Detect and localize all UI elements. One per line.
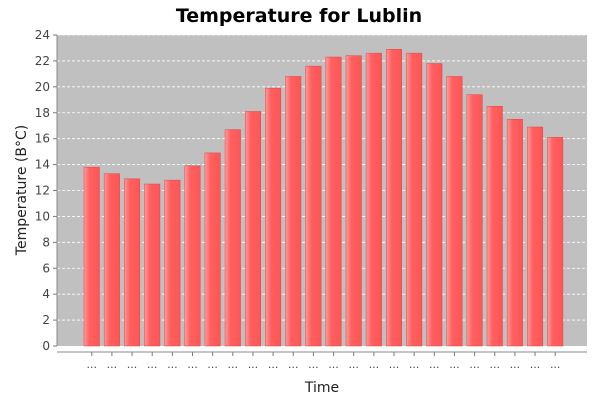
chart-title: Temperature for Lublin — [176, 5, 422, 27]
x-tick-label: ... — [469, 358, 480, 371]
x-tick-label: ... — [369, 358, 380, 371]
x-tick-label: ... — [409, 358, 420, 371]
bar — [426, 63, 443, 347]
bar — [486, 106, 503, 347]
y-axis-label: Temperature (B°C) — [14, 125, 30, 256]
x-tick-label: ... — [449, 358, 460, 371]
y-tick-label: 4 — [42, 287, 50, 301]
y-tick-label: 2 — [42, 313, 50, 327]
bar — [325, 56, 342, 347]
x-tick-label: ... — [490, 358, 501, 371]
x-axis-label: Time — [304, 380, 339, 396]
y-tick-label: 12 — [35, 184, 50, 198]
x-tick-label: ... — [228, 358, 239, 371]
y-tick-label: 0 — [42, 339, 50, 353]
bar — [103, 173, 120, 347]
bar — [305, 65, 322, 347]
y-tick-label: 18 — [35, 106, 50, 120]
bar — [386, 49, 402, 347]
x-tick-label: ... — [328, 358, 339, 371]
bar — [547, 137, 564, 347]
bar — [527, 126, 544, 347]
bar — [446, 76, 463, 347]
x-tick-label: ... — [429, 358, 440, 371]
bar — [466, 94, 483, 347]
x-tick-label: ... — [147, 358, 158, 371]
bar — [365, 52, 382, 347]
x-tick-label: ... — [308, 358, 319, 371]
x-tick-label: ... — [550, 358, 561, 371]
y-tick-label: 20 — [35, 80, 50, 94]
x-tick-label: ... — [268, 358, 279, 371]
bar — [506, 118, 523, 347]
x-tick-label: ... — [187, 358, 198, 371]
bars — [83, 49, 564, 347]
bar — [184, 165, 201, 347]
x-tick-label: ... — [348, 358, 359, 371]
x-tick-label: ... — [288, 358, 299, 371]
bar — [345, 55, 362, 347]
x-tick-label: ... — [248, 358, 259, 371]
bar — [265, 87, 282, 347]
x-tick-label: ... — [510, 358, 521, 371]
bar — [164, 179, 181, 347]
bar — [204, 152, 221, 347]
y-tick-label: 6 — [42, 261, 50, 275]
x-tick-label: ... — [530, 358, 541, 371]
x-tick-label: ... — [127, 358, 138, 371]
y-tick-label: 16 — [35, 132, 50, 146]
bar — [244, 111, 261, 347]
bar — [124, 178, 141, 347]
bar — [83, 166, 100, 347]
bar — [224, 129, 241, 347]
x-tick-label: ... — [207, 358, 218, 371]
bar — [144, 183, 161, 347]
bar — [406, 52, 423, 347]
y-tick-label: 24 — [35, 28, 50, 42]
x-tick-label: ... — [389, 358, 400, 371]
x-tick-label: ... — [87, 358, 98, 371]
bar — [285, 76, 302, 347]
y-tick-label: 14 — [35, 158, 50, 172]
x-axis: ........................................… — [57, 351, 587, 371]
y-tick-label: 10 — [35, 209, 50, 223]
x-tick-label: ... — [167, 358, 178, 371]
y-tick-label: 22 — [35, 54, 50, 68]
x-tick-label: ... — [107, 358, 118, 371]
y-tick-label: 8 — [42, 235, 50, 249]
